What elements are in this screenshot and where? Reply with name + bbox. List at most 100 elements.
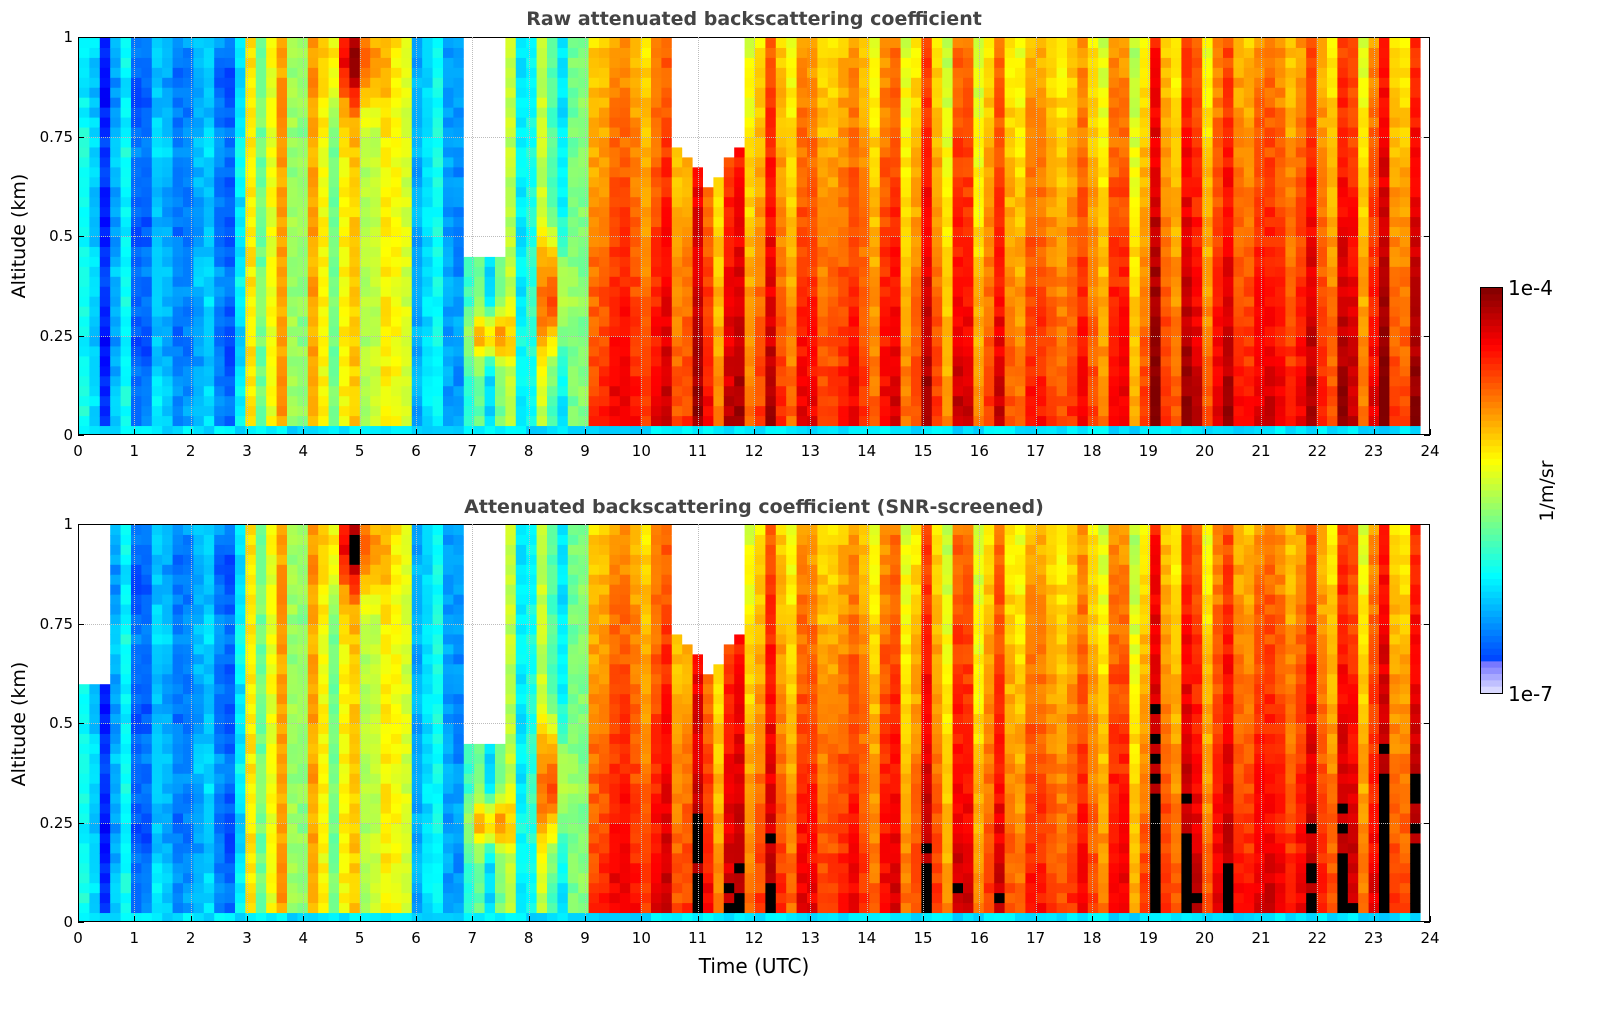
- heatmap-cell: [869, 406, 881, 417]
- heatmap-cell: [619, 147, 631, 158]
- heatmap-cell: [775, 57, 787, 69]
- heatmap-cell: [1358, 67, 1370, 79]
- heatmap-cell: [287, 416, 298, 427]
- heatmap-cell: [1129, 217, 1141, 228]
- heatmap-cell: [99, 276, 111, 288]
- heatmap-cell: [775, 256, 787, 268]
- heatmap-cell: [453, 217, 465, 228]
- heatmap-cell: [723, 117, 735, 129]
- heatmap-cell: [515, 406, 527, 417]
- heatmap-cell: [775, 187, 787, 198]
- heatmap-cell: [307, 147, 319, 158]
- heatmap-cell: [422, 276, 434, 288]
- heatmap-cell: [671, 67, 683, 79]
- heatmap-cell: [162, 426, 174, 434]
- heatmap-cell: [1181, 336, 1193, 348]
- heatmap-cell: [1358, 416, 1370, 427]
- heatmap-cell: [203, 167, 215, 178]
- heatmap-cell: [89, 266, 101, 278]
- heatmap-cell: [224, 157, 236, 168]
- heatmap-cell: [307, 187, 319, 198]
- heatmap-cell: [422, 316, 434, 328]
- heatmap-cell: [349, 356, 361, 367]
- heatmap-cell: [827, 157, 839, 168]
- heatmap-cell: [89, 197, 101, 208]
- heatmap-cell: [307, 316, 319, 328]
- heatmap-cell: [588, 246, 600, 258]
- heatmap-cell: [661, 227, 673, 238]
- heatmap-cell: [172, 356, 184, 367]
- heatmap-cell: [120, 346, 132, 357]
- heatmap-cell: [900, 326, 912, 338]
- heatmap-cell: [349, 276, 361, 288]
- heatmap-cell: [203, 127, 215, 139]
- heatmap-cell: [848, 416, 860, 427]
- heatmap-cell: [79, 87, 90, 99]
- heatmap-cell: [214, 87, 226, 99]
- heatmap-cell: [1025, 47, 1037, 59]
- heatmap-cell: [619, 376, 631, 387]
- heatmap-cell: [713, 57, 725, 69]
- heatmap-cell: [1191, 386, 1203, 397]
- heatmap-cell: [1077, 227, 1089, 238]
- heatmap-cell: [703, 217, 714, 228]
- heatmap-cell: [557, 306, 569, 318]
- heatmap-cell: [651, 296, 662, 308]
- heatmap-cell: [151, 386, 163, 397]
- heatmap-cell: [630, 87, 642, 99]
- heatmap-cell: [141, 47, 153, 59]
- heatmap-cell: [1087, 87, 1099, 99]
- heatmap-cell: [619, 77, 631, 89]
- heatmap-cell: [755, 177, 766, 188]
- heatmap-cell: [848, 306, 860, 318]
- heatmap-cell: [307, 246, 319, 258]
- heatmap-cell: [879, 406, 891, 417]
- heatmap-cell: [869, 256, 881, 268]
- heatmap-cell: [224, 117, 236, 129]
- heatmap-cell: [983, 117, 995, 129]
- heatmap-cell: [255, 177, 267, 188]
- heatmap-cell: [827, 117, 839, 129]
- heatmap-cell: [1056, 237, 1068, 248]
- heatmap-cell: [1171, 306, 1182, 318]
- heatmap-cell: [900, 336, 912, 348]
- heatmap-cell: [931, 67, 943, 79]
- heatmap-cell: [235, 197, 246, 208]
- heatmap-cell: [1358, 326, 1370, 338]
- heatmap-cell: [359, 336, 371, 348]
- heatmap-cell: [297, 426, 309, 434]
- heatmap-cell: [1129, 57, 1141, 69]
- heatmap-cell: [921, 187, 933, 198]
- heatmap-cell: [339, 67, 350, 79]
- heatmap-cell: [131, 286, 142, 298]
- heatmap-cell: [1285, 67, 1297, 79]
- heatmap-cell: [1067, 217, 1078, 228]
- heatmap-cell: [1025, 396, 1037, 407]
- heatmap-cell: [495, 77, 506, 89]
- heatmap-cell: [401, 306, 413, 318]
- heatmap-cell: [1087, 207, 1099, 218]
- heatmap-cell: [1316, 306, 1328, 318]
- heatmap-cell: [651, 406, 662, 417]
- heatmap-cell: [619, 167, 631, 178]
- heatmap-cell: [307, 336, 319, 348]
- heatmap-cell: [1119, 256, 1130, 268]
- heatmap-cell: [817, 366, 829, 377]
- heatmap-cell: [89, 38, 101, 49]
- heatmap-cell: [1035, 177, 1047, 188]
- heatmap-cell: [1004, 266, 1016, 278]
- heatmap-cell: [1004, 346, 1016, 357]
- heatmap-cell: [1347, 376, 1359, 387]
- heatmap-cell: [172, 396, 184, 407]
- heatmap-cell: [110, 406, 122, 417]
- heatmap-cell: [1171, 147, 1182, 158]
- heatmap-cell: [619, 97, 631, 109]
- heatmap-cell: [1077, 77, 1089, 89]
- heatmap-cell: [1264, 416, 1276, 427]
- heatmap-cell: [1212, 336, 1224, 348]
- heatmap-cell: [401, 207, 413, 218]
- heatmap-cell: [1212, 246, 1224, 258]
- heatmap-cell: [651, 137, 662, 149]
- heatmap-cell: [339, 326, 350, 338]
- heatmap-cell: [931, 97, 943, 109]
